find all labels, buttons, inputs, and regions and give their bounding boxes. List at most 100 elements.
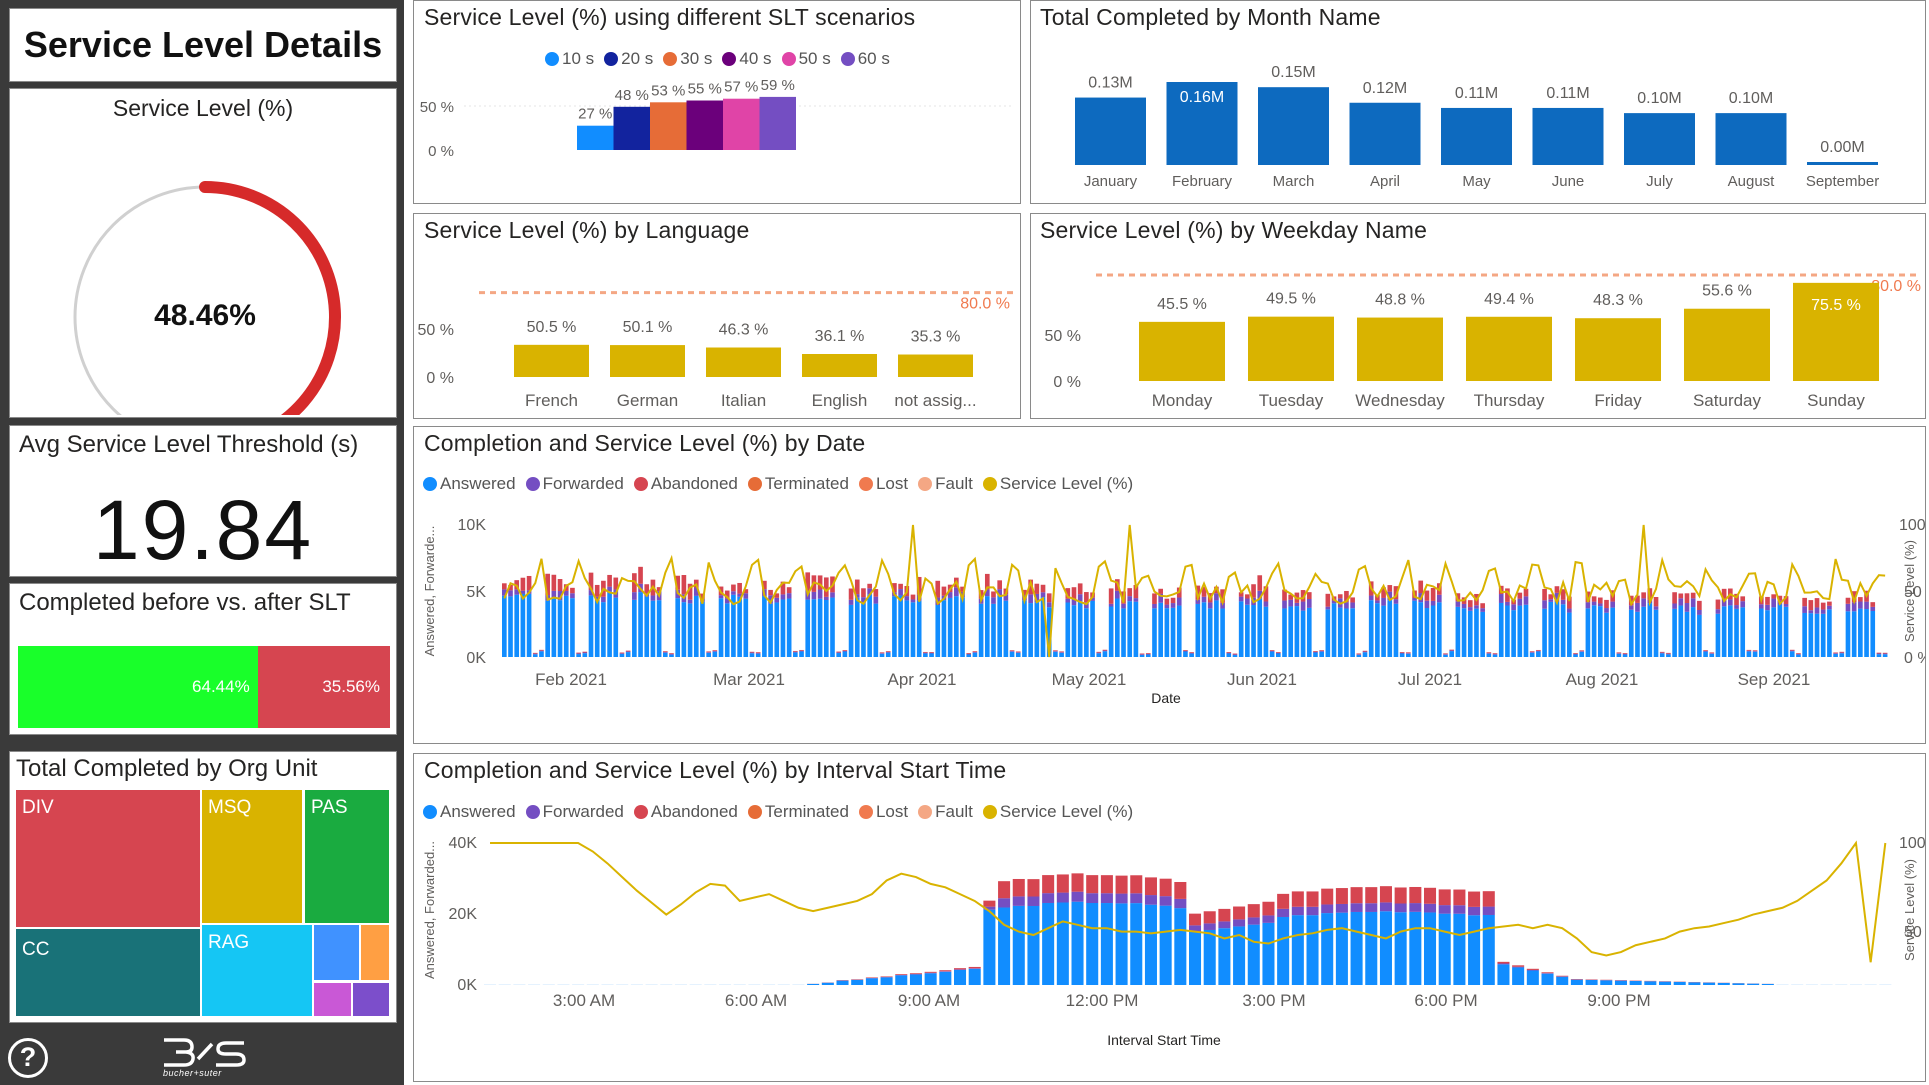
answered-bar bbox=[1139, 654, 1145, 657]
page-title: Service Level Details bbox=[23, 24, 383, 65]
answered-bar bbox=[1728, 605, 1733, 657]
weekday-bar bbox=[1575, 318, 1661, 381]
abandoned-bar bbox=[774, 593, 780, 598]
legend-label[interactable]: Terminated bbox=[764, 474, 849, 493]
answered-bar bbox=[1721, 606, 1727, 657]
legend-label[interactable]: Service Level (%) bbox=[999, 474, 1134, 493]
abandoned-bar bbox=[895, 974, 908, 975]
answered-bar bbox=[1851, 611, 1857, 657]
forwarded-bar bbox=[1796, 653, 1801, 655]
answered-bar bbox=[1003, 600, 1009, 657]
abandoned-bar bbox=[867, 583, 872, 589]
legend-label[interactable]: Forwarded bbox=[542, 802, 624, 821]
legend-label[interactable]: 60 s bbox=[857, 49, 890, 68]
y-tick-label: 0 % bbox=[428, 143, 454, 160]
answered-bar bbox=[1100, 903, 1113, 985]
abandoned-bar bbox=[681, 575, 687, 595]
legend-label[interactable]: Fault bbox=[935, 802, 973, 821]
weekday-axis-label: Thursday bbox=[1474, 391, 1545, 410]
abandoned-bar bbox=[731, 584, 736, 592]
y-axis-title: Answered, Forwarde... bbox=[422, 526, 437, 657]
forwarded-bar bbox=[1436, 594, 1442, 603]
abandoned-bar bbox=[737, 582, 742, 594]
help-icon: ? bbox=[19, 1042, 37, 1072]
month-bar bbox=[1349, 102, 1421, 165]
forwarded-bar bbox=[1622, 653, 1628, 655]
legend-label[interactable]: 10 s bbox=[562, 49, 595, 68]
forwarded-bar bbox=[1653, 606, 1659, 610]
forwarded-bar bbox=[939, 971, 952, 972]
answered-bar bbox=[1251, 605, 1256, 657]
abandoned-bar bbox=[582, 651, 588, 653]
abandoned-bar bbox=[1027, 879, 1040, 897]
x-tick-label: Apr 2021 bbox=[888, 670, 957, 689]
treemap-tile-div[interactable]: DIV bbox=[16, 790, 200, 927]
forwarded-bar bbox=[563, 590, 569, 596]
treemap-tile-small-1[interactable] bbox=[314, 925, 359, 980]
abandoned-bar bbox=[1814, 598, 1820, 608]
abandoned-bar bbox=[1556, 975, 1569, 977]
month-axis-label: January bbox=[1084, 173, 1138, 190]
legend-label[interactable]: Forwarded bbox=[542, 474, 624, 493]
abandoned-bar bbox=[880, 976, 893, 978]
abandoned-bar bbox=[502, 583, 507, 590]
abandoned-bar bbox=[1174, 881, 1187, 899]
abandoned-bar bbox=[1820, 602, 1826, 610]
legend-label[interactable]: Lost bbox=[875, 474, 909, 493]
answered-bar bbox=[1053, 651, 1058, 657]
answered-bar bbox=[1443, 654, 1448, 657]
abandoned-bar bbox=[1529, 651, 1535, 653]
answered-bar bbox=[1814, 613, 1820, 657]
legend-label[interactable]: Abandoned bbox=[650, 474, 738, 493]
forwarded-bar bbox=[1511, 604, 1516, 611]
legend-label[interactable]: 30 s bbox=[680, 49, 713, 68]
treemap-tile-cc[interactable]: CC bbox=[16, 929, 200, 1016]
abandoned-bar bbox=[1690, 592, 1696, 599]
answered-bar bbox=[1468, 915, 1481, 985]
abandoned-bar bbox=[1467, 600, 1473, 608]
legend-label[interactable]: Lost bbox=[875, 802, 909, 821]
answered-bar bbox=[793, 652, 798, 657]
completed-before-slt-label: 64.44% bbox=[192, 677, 250, 696]
legend-label[interactable]: Terminated bbox=[764, 802, 849, 821]
answered-bar bbox=[1056, 902, 1069, 985]
treemap-tile-pas[interactable]: PAS bbox=[305, 790, 389, 923]
weekday-card: Service Level (%) by Weekday Name 50 % 0 … bbox=[1030, 213, 1926, 419]
answered-bar bbox=[1183, 651, 1188, 657]
language-card: Service Level (%) by Language 50 % 0 % 80.… bbox=[413, 213, 1021, 419]
forwarded-bar bbox=[1158, 593, 1163, 603]
forwarded-bar bbox=[998, 898, 1011, 908]
legend-label[interactable]: 20 s bbox=[621, 49, 654, 68]
forwarded-bar bbox=[1492, 654, 1498, 655]
legend-label[interactable]: Fault bbox=[935, 474, 973, 493]
forwarded-bar bbox=[1086, 893, 1099, 904]
treemap-tile-rag[interactable]: RAG bbox=[202, 925, 312, 1016]
treemap-tile-small-3[interactable] bbox=[314, 983, 351, 1016]
answered-bar bbox=[867, 594, 872, 657]
legend-label[interactable]: Service Level (%) bbox=[999, 802, 1134, 821]
legend-label[interactable]: Abandoned bbox=[650, 802, 738, 821]
forwarded-bar bbox=[619, 653, 625, 654]
abandoned-bar bbox=[793, 650, 798, 652]
abandoned-bar bbox=[1554, 586, 1560, 593]
treemap-tile-small-4[interactable] bbox=[353, 983, 389, 1016]
help-button[interactable]: ? bbox=[8, 1038, 48, 1078]
month-bar-value-label: 0.16M bbox=[1180, 89, 1224, 106]
abandoned-bar bbox=[675, 575, 681, 590]
legend-label[interactable]: Answered bbox=[440, 802, 516, 821]
abandoned-bar bbox=[1071, 587, 1077, 600]
answered-bar bbox=[594, 601, 600, 657]
legend-label[interactable]: 50 s bbox=[798, 49, 831, 68]
legend-label[interactable]: 40 s bbox=[739, 49, 772, 68]
treemap-tile-msq[interactable]: MSQ bbox=[202, 790, 302, 923]
treemap-tile-small-2[interactable] bbox=[361, 925, 389, 980]
abandoned-bar bbox=[1086, 875, 1099, 894]
forwarded-bar bbox=[1306, 598, 1312, 608]
legend-dot-icon bbox=[982, 477, 997, 491]
legend-label[interactable]: Answered bbox=[440, 474, 516, 493]
forwarded-bar bbox=[632, 592, 637, 600]
x-tick-label: 6:00 AM bbox=[725, 991, 787, 1010]
answered-bar bbox=[909, 974, 922, 985]
y2-axis-title: Service Level (%) bbox=[1902, 859, 1917, 961]
slt-bar-value-label: 55 % bbox=[688, 81, 722, 98]
